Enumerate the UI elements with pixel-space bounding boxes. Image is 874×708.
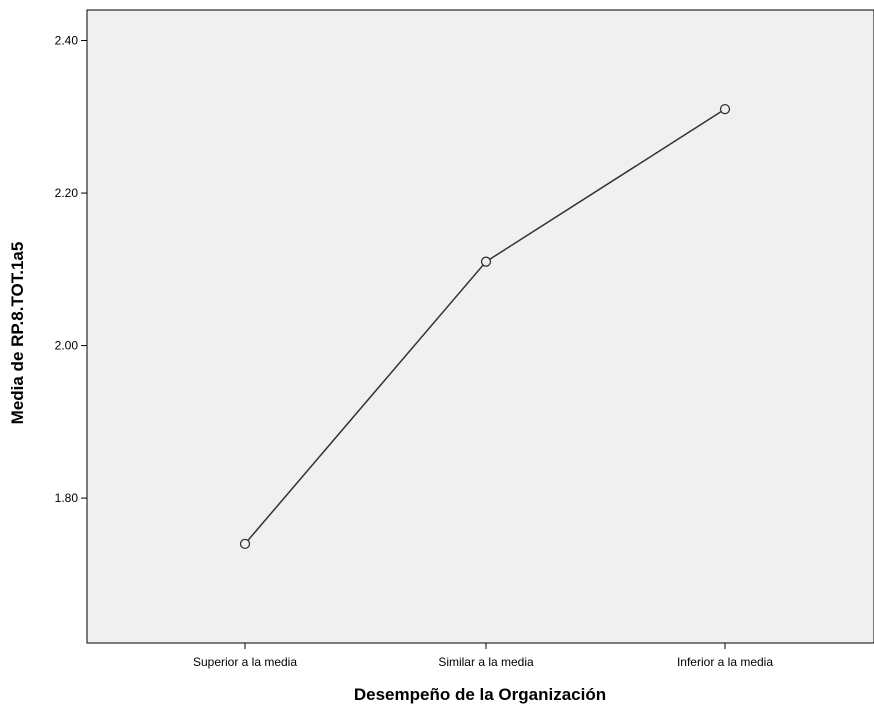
plot-area (86, 9, 874, 644)
y-axis-title: Media de RP.8.TOT.1a5 (8, 242, 27, 425)
data-point (719, 103, 731, 115)
data-point (480, 256, 492, 267)
x-tick-label: Similar a la media (438, 655, 534, 669)
x-axis-title: Desempeño de la Organización (354, 685, 606, 704)
x-tick-label: Inferior a la media (677, 655, 773, 669)
y-tick-label: 2.00 (55, 339, 79, 353)
y-tick-label: 1.80 (55, 491, 79, 505)
y-tick-label: 2.20 (55, 186, 79, 200)
y-tick-label: 2.40 (55, 34, 79, 48)
x-axis: Superior a la media Similar a la media Inf… (193, 643, 773, 669)
data-point (239, 538, 251, 550)
series-layer (239, 103, 731, 550)
y-axis: 1.80 2.00 2.20 2.40 (55, 34, 87, 505)
x-tick-label: Superior a la media (193, 655, 297, 669)
